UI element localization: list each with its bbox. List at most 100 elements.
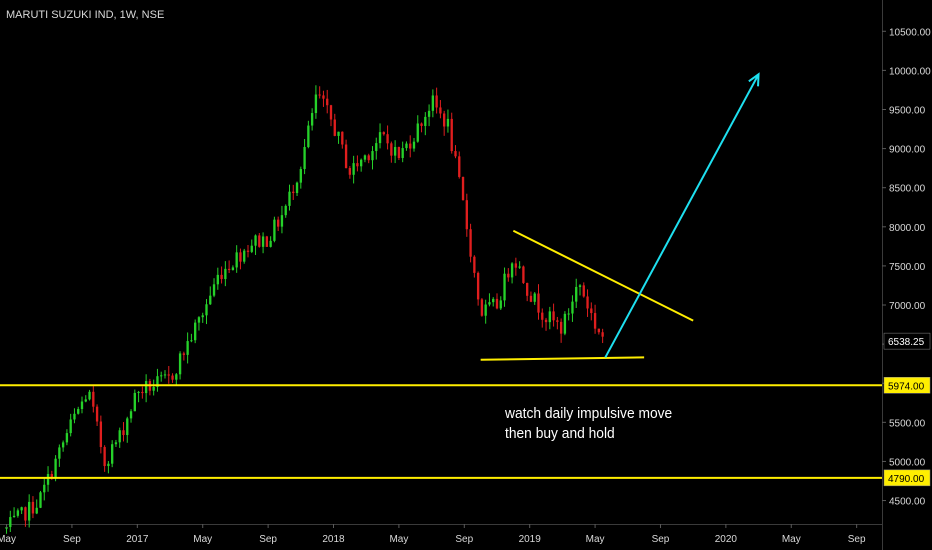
candle-up: [137, 390, 140, 403]
candle-down: [443, 110, 446, 136]
candle-body: [133, 392, 136, 412]
candle-body: [575, 286, 578, 302]
candle-body: [163, 374, 167, 376]
candle-body: [292, 191, 295, 194]
candle-up: [571, 295, 574, 322]
candle-up: [578, 284, 582, 296]
candle-up: [209, 286, 212, 305]
candle-up: [488, 293, 491, 307]
candle-body: [265, 236, 269, 247]
candle-body: [435, 95, 438, 108]
candle-down: [171, 373, 174, 383]
candle-up: [307, 120, 310, 149]
candle-down: [461, 176, 465, 201]
candle-up: [197, 316, 201, 331]
candle-body: [144, 381, 148, 394]
candle-up: [243, 248, 246, 264]
candle-up: [363, 154, 367, 163]
candle-down: [239, 248, 242, 270]
candle-body: [360, 159, 363, 167]
candle-down: [356, 155, 359, 172]
candle-body: [526, 282, 529, 296]
candle-body: [348, 168, 352, 175]
x-tick-label: 2019: [519, 534, 542, 545]
candle-up: [212, 278, 216, 298]
candle-body: [80, 401, 84, 410]
candle-down: [495, 293, 499, 310]
upper-level-label-box: [883, 377, 931, 394]
candle-down: [122, 422, 125, 442]
candle-up: [303, 138, 306, 175]
candle-down: [182, 351, 186, 361]
candle-up: [299, 166, 302, 189]
candle-body: [28, 501, 31, 521]
x-tick-label: Sep: [652, 534, 670, 545]
candle-body: [439, 107, 442, 114]
candle-down: [552, 303, 555, 327]
candle-up: [405, 141, 408, 151]
candle-body: [73, 413, 76, 420]
candle-up: [310, 108, 314, 131]
candle-down: [439, 100, 442, 119]
candle-up: [58, 444, 61, 467]
candle-body: [337, 131, 340, 136]
candle-body: [107, 463, 110, 467]
candle-down: [246, 245, 250, 258]
candle-body: [393, 147, 397, 156]
candle-up: [261, 232, 265, 254]
candle-up: [375, 137, 378, 160]
candle-up: [288, 184, 291, 211]
candle-up: [12, 507, 16, 518]
candle-body: [61, 442, 65, 448]
candle-body: [495, 298, 499, 309]
annotation-line-1: watch daily impulsive move: [505, 405, 673, 422]
y-tick-label: 4500.00: [889, 497, 926, 508]
candle-up: [88, 389, 91, 401]
candle-down: [227, 260, 231, 274]
y-tick-label: 7000.00: [889, 301, 926, 312]
candle-up: [114, 439, 118, 447]
candle-body: [322, 95, 325, 99]
candle-up: [575, 278, 578, 308]
candle-down: [593, 304, 597, 334]
candle-up: [69, 413, 72, 437]
candle-body: [333, 119, 336, 136]
candle-down: [586, 289, 589, 317]
candle-down: [454, 145, 457, 159]
candle-body: [450, 118, 453, 152]
candle-up: [28, 494, 31, 528]
projection-arrow-head: [748, 72, 760, 87]
candle-up: [163, 370, 167, 379]
candle-up: [401, 141, 404, 163]
candle-down: [329, 104, 333, 127]
candle-body: [182, 353, 186, 355]
candle-body: [454, 151, 457, 157]
candle-down: [258, 233, 261, 248]
last-price-label: 6538.25: [883, 332, 931, 350]
candle-up: [284, 204, 287, 218]
candle-body: [220, 274, 223, 280]
candle-up: [43, 477, 46, 501]
candle-body: [344, 144, 348, 169]
candle-up: [280, 205, 284, 234]
x-axis: May Sep 2017 May Sep 2018 May Sep 2019 May Sep 2020…: [0, 524, 866, 545]
candle-body: [443, 113, 446, 127]
x-tick-label: Sep: [259, 534, 277, 545]
candle-body: [77, 409, 80, 414]
candle-down: [333, 113, 336, 137]
candle-body: [563, 313, 567, 334]
candle-up: [424, 112, 427, 136]
candle-down: [103, 445, 106, 472]
candle-body: [46, 474, 50, 485]
candle-down: [292, 184, 295, 200]
candle-body: [518, 266, 521, 268]
candle-body: [167, 374, 170, 376]
projection-arrow: [604, 73, 760, 358]
x-tick-label: May: [782, 534, 801, 545]
candle-body: [318, 94, 321, 96]
candle-down: [476, 271, 480, 306]
candle-body: [12, 515, 16, 518]
candle-down: [322, 90, 325, 107]
